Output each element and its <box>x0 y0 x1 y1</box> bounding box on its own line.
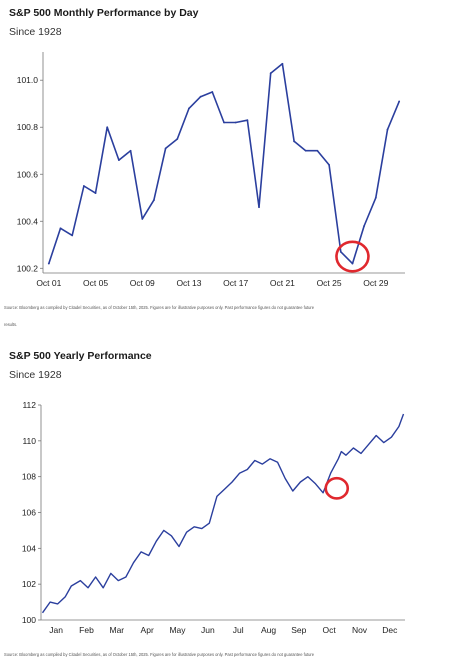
chart1-data-point <box>153 199 155 202</box>
chart2-x-tick-label: Apr <box>141 625 154 635</box>
chart1-data-point <box>258 206 260 209</box>
chart2-x-tick-label: Jul <box>233 625 244 635</box>
chart1-subtitle: Since 1928 <box>9 26 62 38</box>
chart1-data-point <box>234 121 237 124</box>
chart2-x-tick-label: Jun <box>201 625 215 635</box>
chart1-data-point <box>71 234 74 237</box>
chart2-source: Source: Bloomberg as compiled by Citadel… <box>4 652 315 657</box>
chart1-source-continued: results. <box>4 322 18 327</box>
chart1-source: Source: Bloomberg as compiled by Citadel… <box>4 305 315 310</box>
chart1-data-point <box>129 149 132 152</box>
chart2-y-tick-label: 100 <box>22 615 36 625</box>
chart1-data-point <box>141 218 144 220</box>
chart2-highlight-circle <box>324 476 350 500</box>
chart2-y-tick-label: 110 <box>22 436 36 446</box>
chart1-data-point <box>374 196 377 199</box>
chart1-y-tick-label: 100.2 <box>17 263 39 273</box>
chart1-x-tick-label: Oct 17 <box>223 278 248 288</box>
chart1-y-tick-label: 101.0 <box>17 75 39 85</box>
chart1-data-point <box>59 227 62 230</box>
chart1-data-point <box>82 185 85 187</box>
chart1-x-tick-label: Oct 01 <box>36 278 61 288</box>
chart2-subtitle: Since 1928 <box>9 369 62 381</box>
chart1-plot: 100.2 100.4 100.6 100.8 101.0 Oct 01 Oct 05 Oct… <box>17 52 405 288</box>
chart1-highlight-circle <box>335 240 370 273</box>
chart2-x-tick-label: Dec <box>382 625 398 635</box>
chart1-data-point <box>106 126 109 129</box>
chart1-data-point <box>199 95 202 98</box>
chart1-x-tick-label: Oct 21 <box>270 278 295 288</box>
chart2-y-tick-label: 102 <box>22 579 36 589</box>
chart2-title: S&P 500 Yearly Performance <box>9 350 152 362</box>
chart1-x-tick-label: Oct 29 <box>363 278 388 288</box>
chart1-data-point <box>304 149 307 152</box>
chart1-data-point <box>316 149 319 152</box>
chart1-x-tick-label: Oct 25 <box>317 278 342 288</box>
chart1-data-point <box>339 250 342 253</box>
chart1-data-point <box>351 262 354 265</box>
chart2-x-tick-label: Jan <box>49 625 63 635</box>
chart2-x-tick-label: Oct <box>323 625 337 635</box>
chart2-x-tick-label: Nov <box>352 625 368 635</box>
chart1-x-tick-label: Oct 13 <box>176 278 201 288</box>
chart2-x-tick-label: Feb <box>79 625 94 635</box>
chart1-data-point <box>118 159 120 162</box>
chart1-y-tick-label: 100.4 <box>17 216 39 226</box>
chart1-x-tick-label: Oct 05 <box>83 278 108 288</box>
chart1-data-point <box>293 140 295 143</box>
chart1-data-point <box>386 128 389 131</box>
chart2-x-tick-label: Aug <box>261 625 276 635</box>
chart2-series-line <box>41 413 405 614</box>
chart2-x-tick-label: May <box>169 625 186 635</box>
chart2-x-tick-label: Mar <box>110 625 125 635</box>
chart1-title: S&P 500 Monthly Performance by Day <box>9 7 199 19</box>
chart1-y-tick-label: 100.8 <box>17 122 39 132</box>
chart1-data-point <box>269 72 272 75</box>
chart1-data-point <box>246 119 249 122</box>
chart1-data-point <box>164 147 167 150</box>
chart2-y-tick-label: 106 <box>22 508 36 518</box>
chart1-data-point <box>223 121 225 124</box>
chart1-data-point <box>328 163 330 166</box>
chart2-y-tick-label: 112 <box>22 400 36 410</box>
chart1-data-point <box>94 192 97 194</box>
chart1-data-point <box>47 262 50 265</box>
chart2-y-tick-label: 104 <box>22 543 36 553</box>
chart1-data-point <box>176 138 179 140</box>
chart1-data-point <box>188 107 190 110</box>
chart2-x-tick-label: Sep <box>291 625 306 635</box>
chart1-data-point <box>363 225 366 227</box>
chart1-data-point <box>398 100 401 103</box>
chart1-data-point <box>211 91 214 93</box>
chart1-y-tick-label: 100.6 <box>17 169 39 179</box>
chart1-x-tick-label: Oct 09 <box>130 278 155 288</box>
chart2-y-tick-label: 108 <box>22 472 36 482</box>
chart1-data-point <box>281 62 284 65</box>
